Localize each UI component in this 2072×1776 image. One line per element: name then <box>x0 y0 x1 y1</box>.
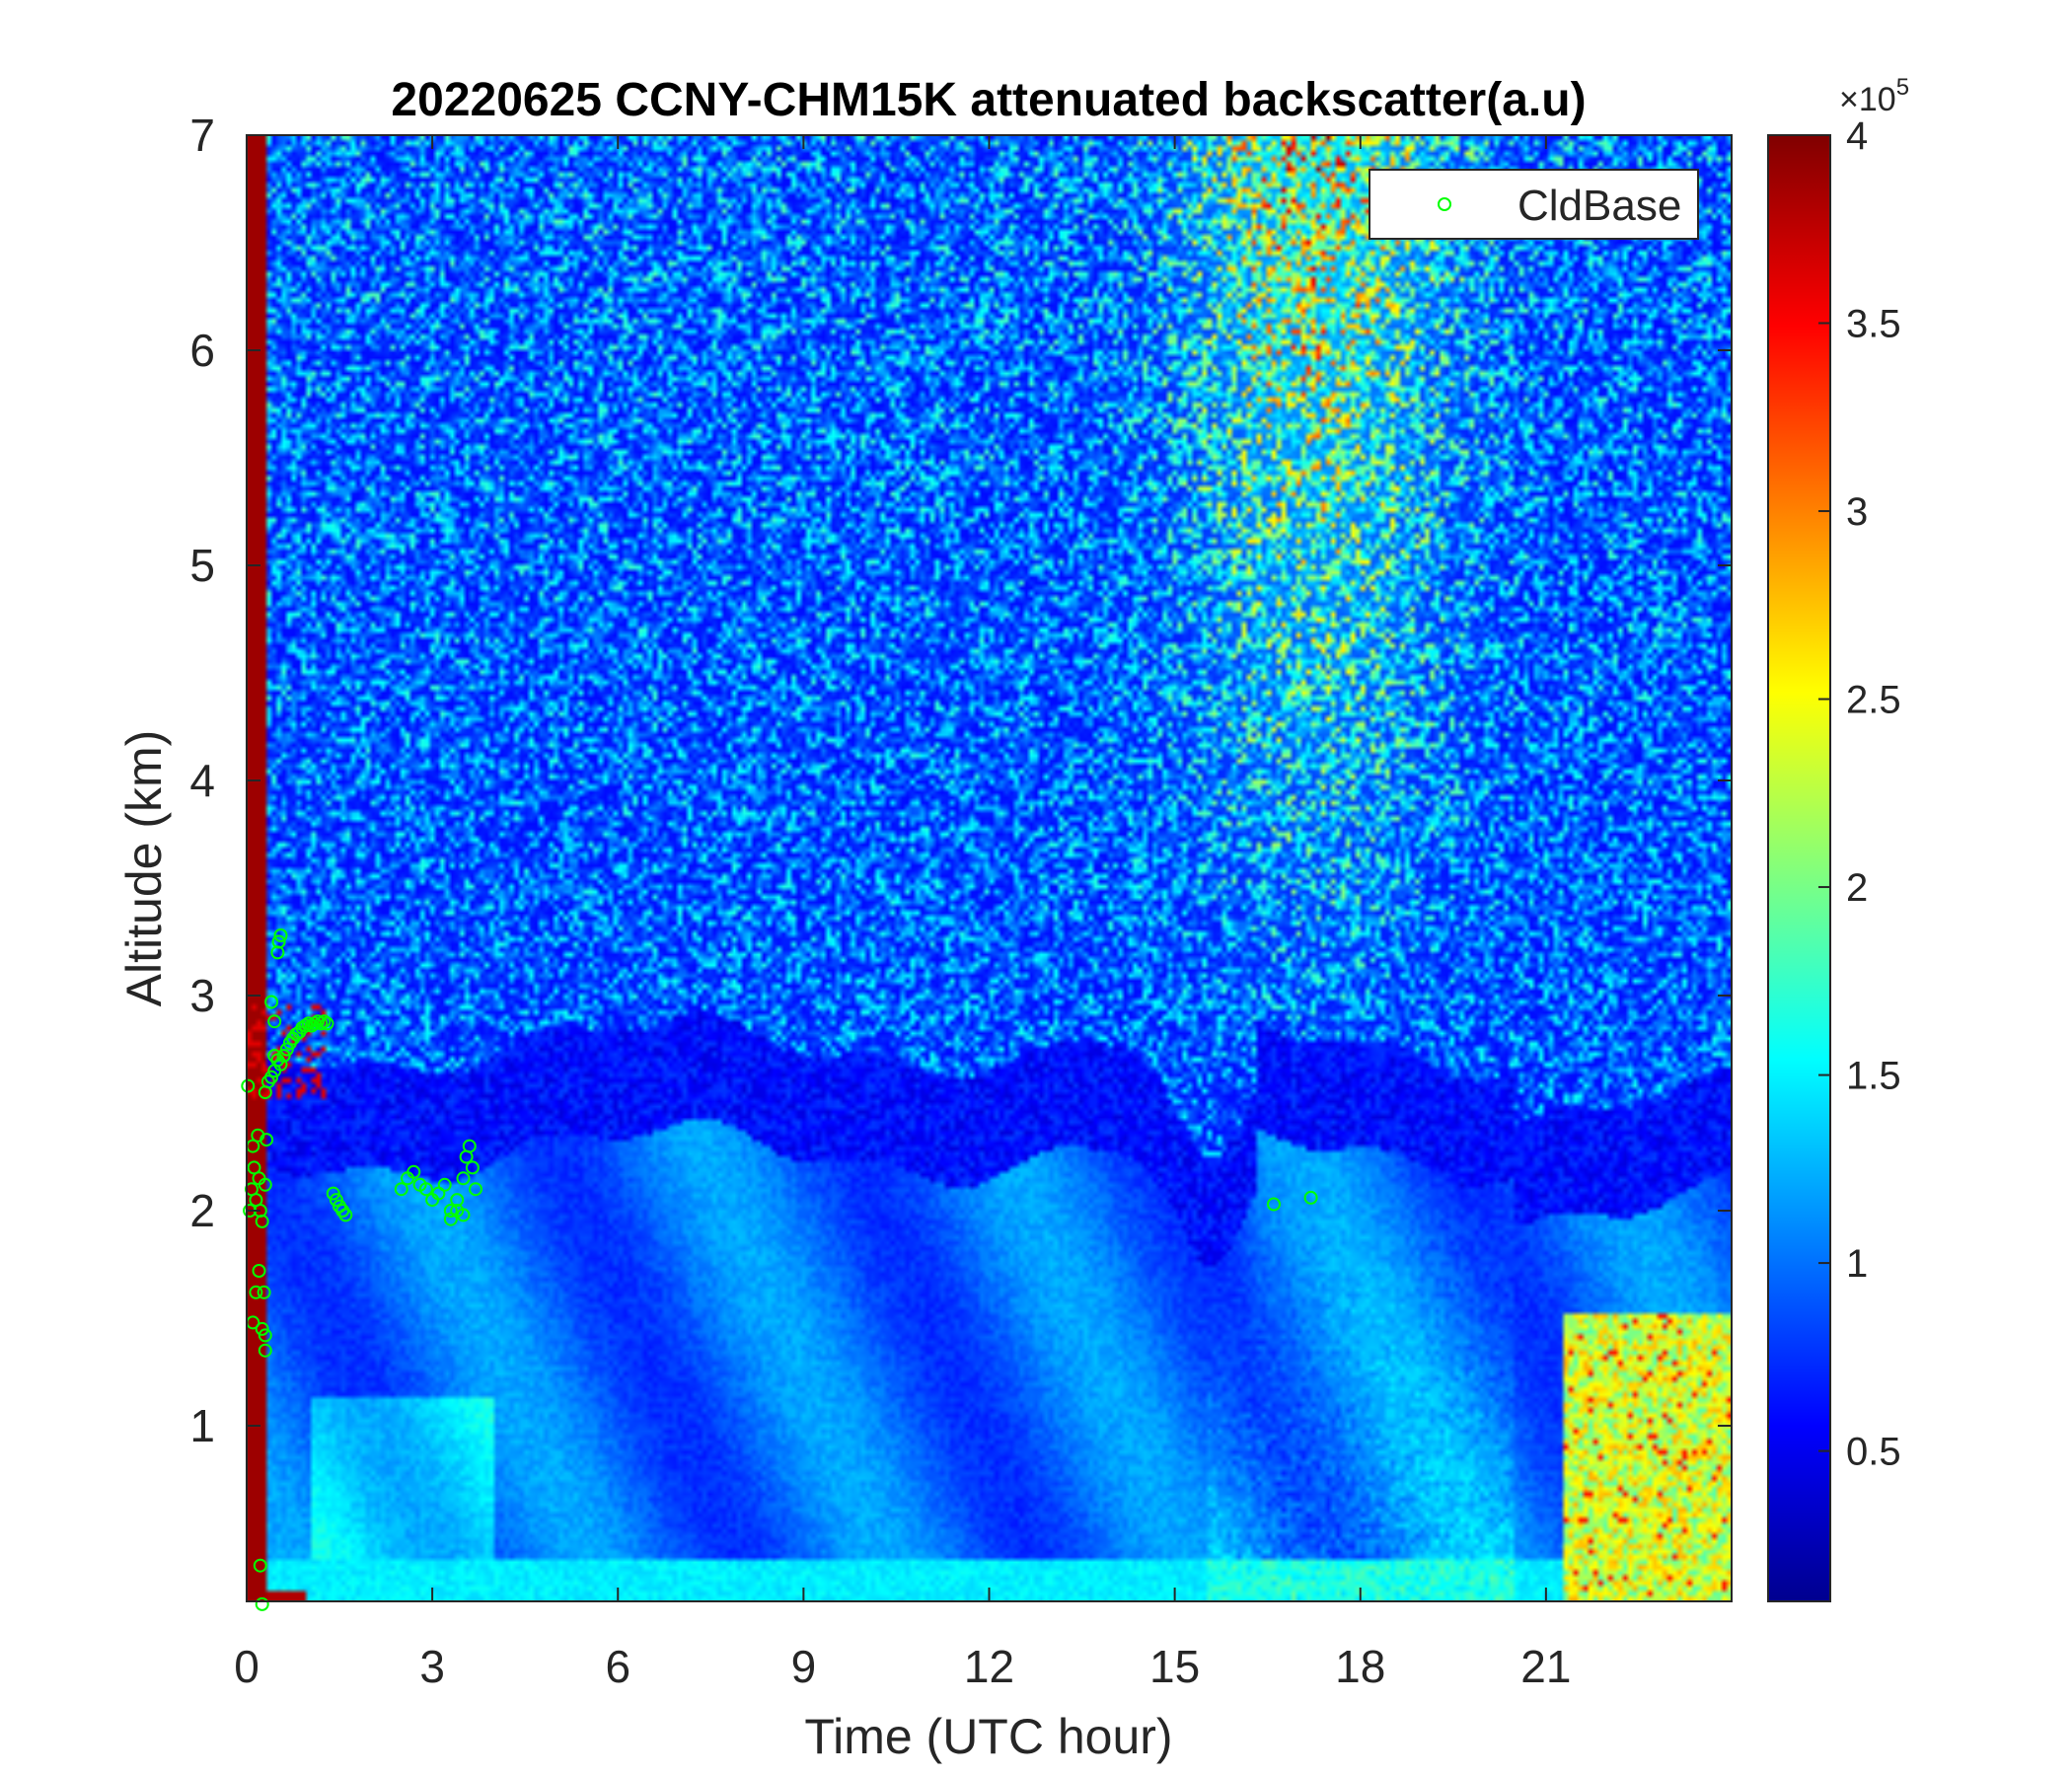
y-axis: 1 2 3 4 5 6 7 <box>189 110 1732 1451</box>
x-tick-label: 18 <box>1335 1641 1385 1692</box>
x-tick-label: 15 <box>1149 1641 1200 1692</box>
colorbar-tick-label: 4 <box>1846 114 1868 158</box>
colorbar: 0.5 1 1.5 2 2.5 3 3.5 4 ×105 <box>1767 74 1909 1602</box>
y-tick-label: 2 <box>189 1185 215 1236</box>
cldbase-point <box>258 1177 272 1192</box>
colorbar-exponent-power: 5 <box>1896 74 1909 101</box>
y-axis-label: Altitude (km) <box>116 730 172 1007</box>
colorbar-gradient <box>1767 134 1831 1602</box>
y-tick-label: 1 <box>189 1400 215 1451</box>
cldbase-point <box>259 1133 274 1147</box>
x-axis: 0 3 6 9 12 15 18 21 <box>234 135 1571 1692</box>
cldbase-point <box>450 1193 465 1208</box>
cldbase-point <box>437 1177 452 1192</box>
cldbase-point <box>320 1016 334 1031</box>
colorbar-tick-label: 2 <box>1846 866 1868 910</box>
cldbase-point <box>394 1182 408 1197</box>
legend-box <box>1369 169 1699 240</box>
x-axis-label: Time (UTC hour) <box>804 1709 1172 1764</box>
cldbase-point <box>407 1164 421 1179</box>
backscatter-heatmap <box>247 135 1732 1601</box>
cldbase-point <box>465 1160 480 1175</box>
cldbase-point <box>249 1285 263 1299</box>
cldbase-point <box>255 1596 269 1611</box>
y-tick-label: 4 <box>189 755 215 806</box>
cldbase-point <box>326 1186 340 1201</box>
cldbase-point <box>338 1208 353 1222</box>
colorbar-tick-label: 0.5 <box>1846 1431 1901 1474</box>
colorbar-tick-label: 3 <box>1846 490 1868 534</box>
x-tick-label: 0 <box>234 1641 259 1692</box>
cldbase-point <box>1303 1190 1318 1205</box>
cldbase-point <box>247 1160 261 1175</box>
cldbase-point <box>469 1182 482 1197</box>
y-tick-label: 5 <box>189 540 215 591</box>
cldbase-point <box>462 1139 477 1153</box>
cldbase-point <box>258 1343 272 1358</box>
y-tick-label: 3 <box>189 970 215 1021</box>
cldbase-point <box>298 1018 313 1033</box>
plot-area <box>247 135 1732 1601</box>
colorbar-tick-label: 2.5 <box>1846 679 1901 722</box>
cldbase-point <box>271 934 286 949</box>
cldbase-point <box>257 1285 271 1299</box>
x-tick-label: 6 <box>605 1641 630 1692</box>
chart-title: 20220625 CCNY-CHM15K attenuated backscat… <box>391 74 1586 126</box>
cldbase-point <box>267 1049 282 1063</box>
cldbase-point <box>418 1182 433 1197</box>
cldbase-point <box>317 1014 332 1029</box>
x-tick-label: 9 <box>791 1641 817 1692</box>
cldbase-point <box>255 1321 269 1336</box>
cldbase-point <box>279 1042 294 1057</box>
cldbase-point <box>443 1204 458 1218</box>
cldbase-point <box>456 1208 471 1222</box>
cldbase-point <box>1267 1197 1281 1212</box>
cldbase-point <box>264 995 279 1009</box>
x-tick-label: 12 <box>964 1641 1014 1692</box>
legend-marker-icon <box>1438 197 1451 211</box>
cldbase-point <box>273 928 288 942</box>
colorbar-tick-label: 1.5 <box>1846 1055 1901 1098</box>
cldbase-point <box>252 1264 266 1278</box>
cldbase-point <box>258 1328 272 1343</box>
colorbar-ticks: 0.5 1 1.5 2 2.5 3 3.5 4 <box>1818 114 1901 1474</box>
x-tick-label: 3 <box>419 1641 445 1692</box>
cldbase-point <box>253 1558 267 1573</box>
cldbase-point <box>276 1049 291 1063</box>
legend: CldBase <box>1369 169 1699 240</box>
cldbase-point <box>314 1016 329 1031</box>
y-tick-label: 7 <box>189 110 215 161</box>
cldbase-point <box>329 1193 343 1208</box>
colorbar-tick-label: 3.5 <box>1846 303 1901 346</box>
cldbase-point <box>255 1214 269 1228</box>
colorbar-exponent: ×105 <box>1839 74 1909 118</box>
cldbase-point <box>267 1014 282 1029</box>
colorbar-tick-label: 1 <box>1846 1242 1868 1286</box>
colorbar-exponent-base: ×10 <box>1839 81 1896 118</box>
legend-entry-cldbase: CldBase <box>1517 182 1681 230</box>
cldbase-point <box>264 1070 279 1084</box>
cldbase-point <box>456 1171 471 1186</box>
y-tick-label: 6 <box>189 325 215 376</box>
cldbase-point <box>241 1078 256 1093</box>
x-tick-label: 21 <box>1520 1641 1571 1692</box>
cldbase-markers <box>241 928 1318 1611</box>
